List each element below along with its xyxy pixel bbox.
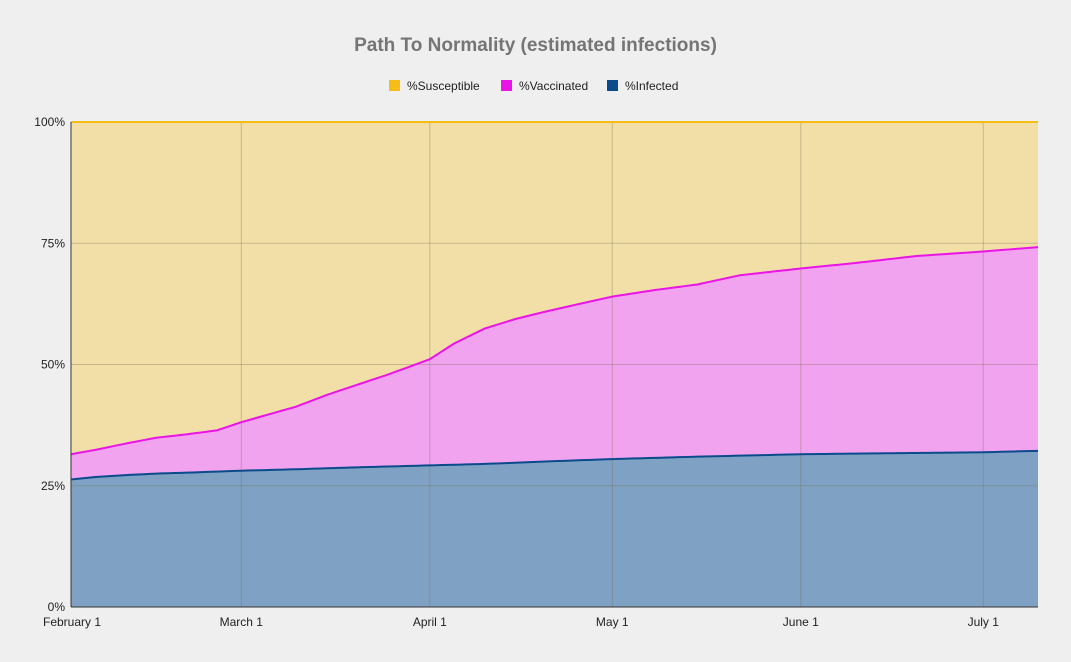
y-tick-label: 50% [41,358,65,372]
x-tick-label: February 1 [43,615,101,629]
area-layers [71,122,1038,607]
x-tick-label: March 1 [220,615,264,629]
x-tick-label: May 1 [596,615,629,629]
x-tick-label: April 1 [413,615,447,629]
y-tick-label: 25% [41,479,65,493]
legend-swatch [607,80,618,91]
legend-label: %Susceptible [407,79,480,93]
y-tick-label: 100% [34,115,65,129]
infected-line [70,449,1039,481]
legend-label: %Vaccinated [519,79,588,93]
legend-swatch [501,80,512,91]
chart-title: Path To Normality (estimated infections) [354,35,717,56]
area-infected [71,450,1038,607]
series-lines [70,121,1039,608]
legend-swatch [389,80,400,91]
legend: %Susceptible %Vaccinated %Infected [389,79,678,93]
vaccinated-line [70,246,1039,456]
x-tick-label: July 1 [968,615,1000,629]
y-tick-label: 75% [41,236,65,250]
plot-area: 0% 25% 50% 75% 100% February 1 March 1 April 1… [34,115,1039,629]
x-axis: February 1 March 1 April 1 May 1 June 1 July … [43,615,999,629]
y-axis: 0% 25% 50% 75% 100% [34,115,65,614]
legend-label: %Infected [625,79,678,93]
area-vaccinated [71,247,1038,480]
x-tick-label: June 1 [783,615,819,629]
area-susceptible [71,122,1038,455]
y-tick-label: 0% [48,600,66,614]
